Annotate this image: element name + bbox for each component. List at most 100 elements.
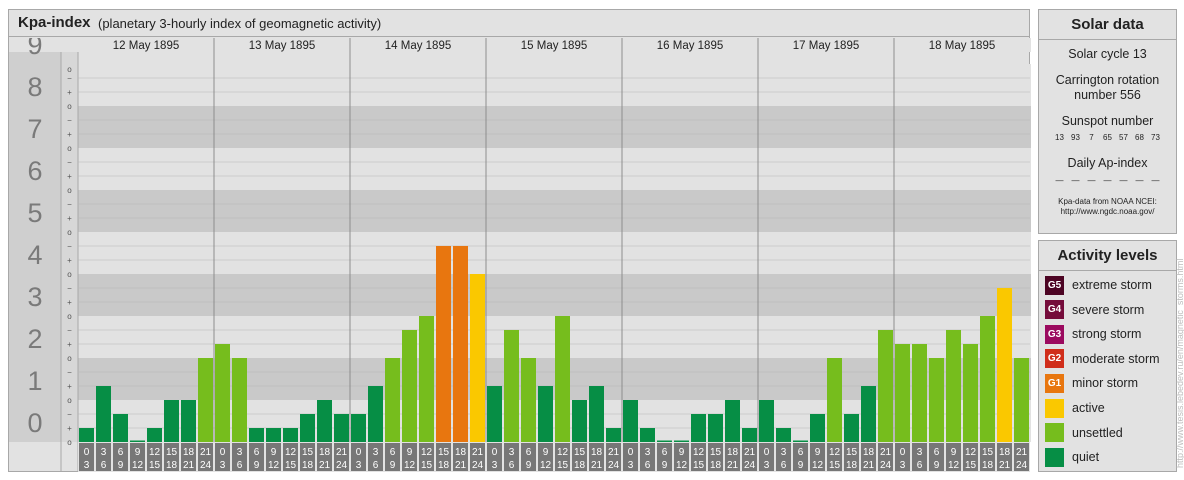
band [9, 316, 1031, 358]
interval-end-label: 6 [101, 460, 107, 471]
legend-item: active [1045, 398, 1105, 418]
kp-bar [317, 400, 332, 442]
kp-bar [691, 413, 706, 442]
interval-start-label: 3 [509, 447, 515, 458]
kp-bar [249, 428, 264, 442]
interval-end-label: 18 [166, 460, 178, 471]
source-link[interactable]: http://www.ngdc.noaa.gov/ [1060, 207, 1155, 216]
interval-cell [419, 443, 434, 471]
interval-start-label: 3 [917, 447, 923, 458]
y-minor-label: − [67, 158, 72, 167]
chart-subtitle: (planetary 3-hourly index of geomagnetic… [98, 16, 382, 31]
solar-cycle: Solar cycle 13 [1068, 47, 1147, 61]
interval-end-label: 12 [540, 460, 552, 471]
legend-swatch: G2 [1045, 349, 1064, 369]
band [9, 148, 1031, 190]
interval-start-label: 18 [727, 447, 739, 458]
kp-bar [79, 428, 94, 442]
kp-bar [504, 329, 519, 442]
kp-bar [96, 386, 111, 442]
y-minor-label: o [67, 186, 72, 195]
interval-cell [538, 443, 553, 471]
interval-end-label: 12 [676, 460, 688, 471]
interval-start-label: 9 [951, 447, 957, 458]
kpa-chart-panel: Kpa-index (planetary 3-hourly index of g… [8, 9, 1031, 472]
y-minor-label: − [67, 284, 72, 293]
interval-start-label: 0 [628, 447, 634, 458]
interval-cell [827, 443, 842, 471]
watermark: http://www.tesis.lebedev.ru/en/magnetic_… [1175, 258, 1184, 468]
interval-end-label: 24 [200, 460, 212, 471]
day-label: 12 May 1895 [113, 40, 180, 52]
interval-start-label: 21 [200, 447, 212, 458]
interval-cell [249, 443, 264, 471]
band [9, 358, 1031, 400]
y-minor-label: o [67, 312, 72, 321]
y-tick-label: 5 [27, 198, 42, 228]
y-minor-label: + [67, 424, 72, 433]
interval-end-label: 15 [149, 460, 161, 471]
kp-bar [181, 400, 196, 442]
kp-bar [402, 329, 417, 442]
solar-data-panel: Solar data Solar cycle 13 Carrington rot… [1038, 9, 1177, 234]
band [9, 274, 1031, 316]
y-tick-label: 7 [27, 114, 42, 144]
interval-cell [674, 443, 689, 471]
interval-start-label: 15 [438, 447, 450, 458]
interval-cell [385, 443, 400, 471]
interval-start-label: 6 [934, 447, 940, 458]
day-label: 17 May 1895 [793, 40, 860, 52]
interval-end-label: 24 [880, 460, 892, 471]
y-tick-label: 0 [27, 408, 42, 438]
interval-end-label: 6 [373, 460, 379, 471]
interval-cell [147, 443, 162, 471]
interval-end-label: 6 [509, 460, 515, 471]
interval-start-label: 15 [710, 447, 722, 458]
kp-bar [215, 344, 230, 442]
interval-start-label: 12 [693, 447, 705, 458]
kp-bar [776, 428, 791, 442]
sunspot-value: 7 [1089, 133, 1094, 142]
interval-cell [317, 443, 332, 471]
interval-end-label: 21 [319, 460, 331, 471]
kp-bar [521, 358, 536, 442]
kp-bar [997, 287, 1012, 442]
kp-bar [368, 386, 383, 442]
interval-start-label: 3 [101, 447, 107, 458]
interval-start-label: 12 [965, 447, 977, 458]
legend-label: severe storm [1072, 302, 1145, 317]
interval-start-label: 0 [492, 447, 498, 458]
y-tick-label: 3 [27, 282, 42, 312]
sunspot-values: 13 93 7 65 57 68 73 [1039, 133, 1176, 142]
interval-cell [487, 443, 502, 471]
kp-bar [878, 329, 893, 442]
y-minor-label: o [67, 102, 72, 111]
y-minor-label: + [67, 214, 72, 223]
interval-end-label: 21 [999, 460, 1011, 471]
interval-end-label: 18 [846, 460, 858, 471]
sunspot-value: 68 [1135, 133, 1144, 142]
y-minor-label: + [67, 172, 72, 181]
interval-cell [946, 443, 961, 471]
interval-end-label: 18 [574, 460, 586, 471]
legend-swatch: G1 [1045, 373, 1064, 393]
chart-title-bar: Kpa-index (planetary 3-hourly index of g… [9, 10, 1029, 37]
kp-bar [283, 428, 298, 442]
interval-end-label: 24 [608, 460, 620, 471]
interval-end-label: 3 [628, 460, 634, 471]
interval-end-label: 3 [84, 460, 90, 471]
interval-end-label: 3 [764, 460, 770, 471]
interval-end-label: 12 [948, 460, 960, 471]
interval-end-label: 24 [336, 460, 348, 471]
day-label: 14 May 1895 [385, 40, 452, 52]
interval-cell [351, 443, 366, 471]
kp-bar [742, 428, 757, 442]
legend-label: active [1072, 401, 1105, 415]
kp-bar [555, 316, 570, 442]
interval-cell [929, 443, 944, 471]
interval-start-label: 6 [254, 447, 260, 458]
interval-start-label: 18 [455, 447, 467, 458]
legend-swatch [1045, 423, 1064, 443]
interval-cell [912, 443, 927, 471]
interval-cell [521, 443, 536, 471]
